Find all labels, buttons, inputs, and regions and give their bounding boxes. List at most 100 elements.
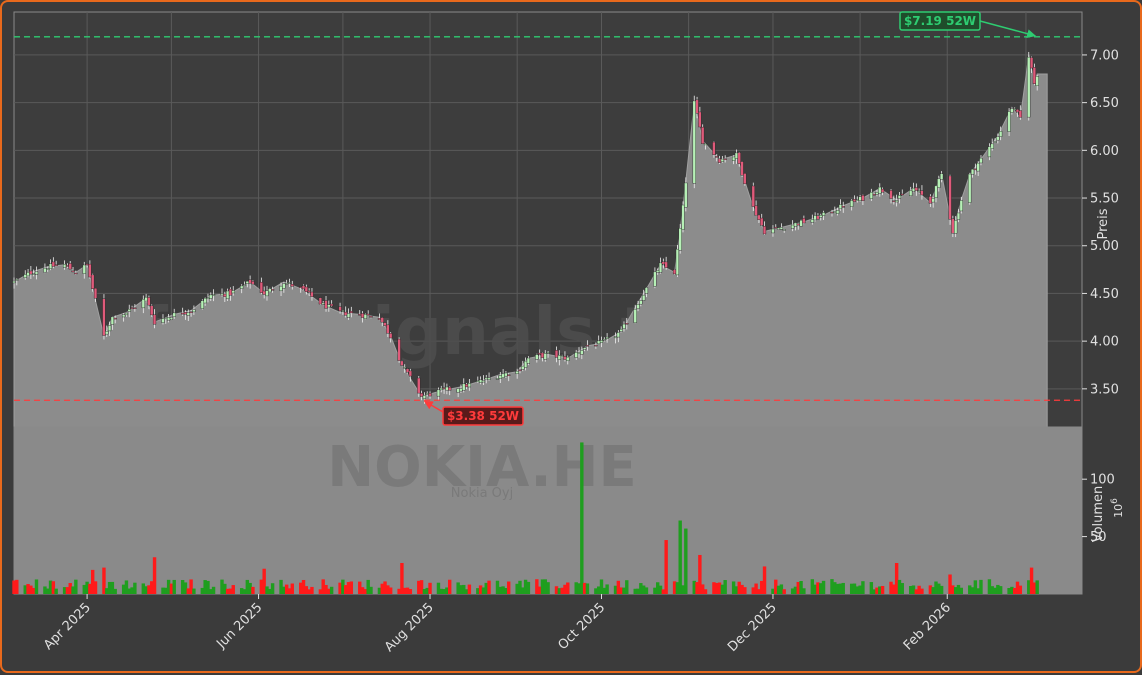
volume-bar	[951, 585, 955, 594]
volume-bar	[183, 582, 188, 594]
volume-bar	[861, 581, 865, 594]
candle-up	[776, 227, 781, 230]
candle-up	[557, 355, 561, 360]
volume-bar	[740, 584, 744, 594]
candle-down	[133, 307, 137, 309]
candle-up	[850, 200, 854, 207]
volume-bar	[939, 585, 944, 594]
volume-bar	[855, 586, 859, 594]
candle-up	[526, 357, 531, 364]
volume-bar	[692, 580, 696, 594]
volume-bar	[15, 579, 19, 594]
candle-up	[968, 173, 972, 203]
candle-up	[782, 229, 786, 231]
candle-down	[310, 291, 314, 297]
volume-bar	[515, 583, 519, 594]
volume-bar	[299, 582, 303, 594]
volume-bar	[762, 566, 767, 594]
volume-bar	[968, 585, 972, 594]
low-52w-box	[442, 406, 524, 426]
volume-bar	[554, 586, 559, 594]
volume-unit-label: 106	[1110, 498, 1125, 518]
volume-bar	[304, 586, 309, 594]
candle-down	[701, 126, 705, 144]
volume-bar	[1013, 587, 1017, 594]
candle-up	[636, 304, 640, 309]
candle-down	[920, 190, 924, 196]
candle-up	[495, 378, 500, 380]
candle-down	[223, 293, 227, 297]
candle-down	[889, 190, 893, 199]
volume-bar	[88, 583, 92, 594]
volume-bar	[585, 583, 590, 594]
volume-bar	[200, 587, 205, 594]
candle-up	[462, 383, 466, 391]
volume-bar	[526, 581, 531, 594]
volume-bar	[141, 583, 146, 594]
candle-up	[821, 212, 826, 216]
candle-up	[990, 143, 994, 149]
candle-down	[973, 168, 977, 171]
volume-bar	[675, 582, 680, 594]
volume-bar	[405, 587, 410, 594]
candle-up	[124, 312, 129, 316]
candle-up	[82, 264, 86, 274]
price-tick-label: 5.00	[1090, 239, 1119, 254]
volume-bar	[872, 589, 876, 594]
candle-down	[330, 303, 334, 307]
candle-up	[543, 353, 547, 360]
candle-up	[937, 178, 941, 188]
price-panel: forexsignals.trade$7.19 52W$3.38 52W3.50…	[0, 11, 1119, 428]
candle-up	[23, 274, 27, 279]
candle-up	[917, 190, 921, 193]
high-52w-annotation: $7.19 52W	[899, 11, 1037, 39]
candle-up	[484, 377, 488, 380]
candle-up	[791, 224, 795, 229]
volume-bar	[540, 579, 545, 594]
candle-up	[546, 352, 550, 354]
volume-bar	[487, 580, 491, 594]
candle-up	[498, 375, 502, 379]
volume-bar	[231, 585, 235, 594]
volume-bar	[636, 588, 640, 594]
volume-bar	[858, 585, 862, 594]
candle-up	[481, 380, 486, 383]
candle-down	[518, 369, 522, 372]
candle-down	[304, 286, 308, 292]
x-tick-label: Oct 2025	[555, 600, 608, 653]
candle-down	[183, 312, 188, 315]
volume-bar	[498, 586, 502, 594]
candle-up	[897, 195, 902, 199]
candle-down	[271, 289, 275, 291]
volume-bar	[12, 580, 16, 594]
x-tick-label: Jun 2025	[213, 600, 265, 652]
volume-bar	[71, 586, 75, 594]
candle-down	[625, 323, 629, 325]
volume-bar	[31, 587, 36, 594]
volume-bar	[456, 582, 460, 594]
volume-bar	[731, 581, 736, 594]
volume-bar	[594, 588, 598, 594]
volume-bar	[377, 587, 382, 594]
volume-bar	[239, 588, 244, 594]
volume-bar	[397, 588, 401, 594]
candle-down	[737, 152, 741, 164]
price-tick-label: 3.50	[1090, 382, 1119, 397]
volume-bar	[869, 582, 874, 594]
candle-up	[976, 162, 980, 172]
candle-down	[664, 261, 668, 268]
candle-up	[566, 356, 570, 362]
volume-watermark-title: NOKIA.HE	[327, 435, 636, 500]
candle-up	[341, 310, 345, 312]
candle-down	[349, 311, 353, 314]
volume-bar	[51, 581, 56, 594]
volume-bar	[48, 580, 53, 594]
volume-bar	[360, 587, 365, 594]
volume-bar	[892, 584, 896, 594]
candle-down	[751, 185, 755, 207]
candle-up	[26, 272, 30, 277]
candle-down	[386, 324, 390, 334]
volume-bar	[268, 588, 272, 594]
candle-up	[703, 143, 708, 146]
